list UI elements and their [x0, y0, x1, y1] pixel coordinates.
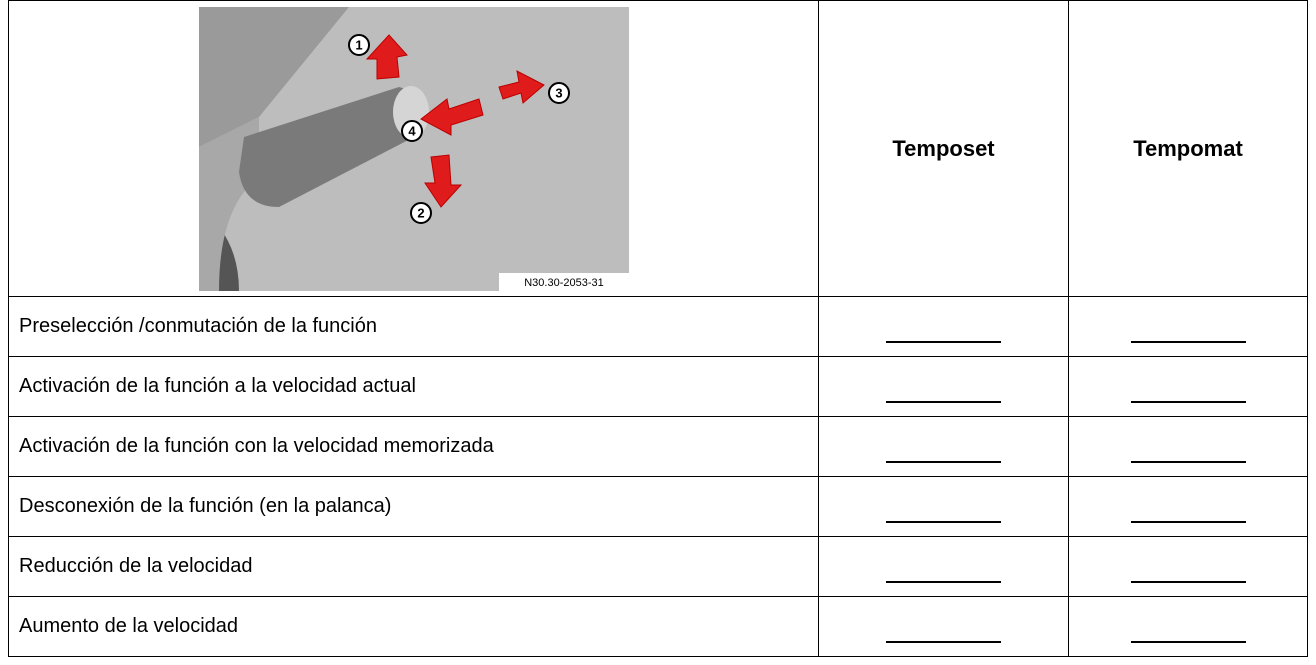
answer-blank [886, 311, 1001, 343]
image-cell: 1 2 3 4 N30.30-2053-31 [8, 0, 819, 297]
callout-number: 4 [408, 124, 416, 139]
row-label: Activación de la función con la velocida… [8, 416, 819, 477]
row-label: Reducción de la velocidad [8, 536, 819, 597]
answer-blank [886, 551, 1001, 583]
row: Activación de la función con la velocida… [8, 416, 1308, 477]
function-table: 1 2 3 4 N30.30-2053-31 Temposet Tempomat… [8, 0, 1308, 657]
column-header: Temposet [818, 0, 1069, 297]
row-label: Aumento de la velocidad [8, 596, 819, 657]
answer-blank [1130, 311, 1246, 343]
answer-blank [1130, 551, 1246, 583]
callout-number: 1 [355, 38, 362, 53]
row: Aumento de la velocidad [8, 596, 1308, 657]
answer-blank [886, 431, 1001, 463]
row: Preselección /conmutación de la función [8, 296, 1308, 357]
callout-number: 3 [555, 86, 562, 101]
row-label: Desconexión de la función (en la palanca… [8, 476, 819, 537]
header-row: 1 2 3 4 N30.30-2053-31 Temposet Tempomat [8, 0, 1308, 297]
answer-blank [1130, 431, 1246, 463]
column-header: Tempomat [1068, 0, 1308, 297]
answer-blank [1130, 611, 1246, 643]
image-caption: N30.30-2053-31 [524, 277, 604, 289]
row-label: Preselección /conmutación de la función [8, 296, 819, 357]
callout-number: 2 [417, 206, 424, 221]
row-label: Activación de la función a la velocidad … [8, 356, 819, 417]
answer-blank [886, 371, 1001, 403]
answer-blank [1130, 371, 1246, 403]
row: Activación de la función a la velocidad … [8, 356, 1308, 417]
row: Reducción de la velocidad [8, 536, 1308, 597]
lever-illustration: 1 2 3 4 N30.30-2053-31 [198, 7, 629, 291]
answer-blank [886, 491, 1001, 523]
answer-blank [886, 611, 1001, 643]
answer-blank [1130, 491, 1246, 523]
row: Desconexión de la función (en la palanca… [8, 476, 1308, 537]
